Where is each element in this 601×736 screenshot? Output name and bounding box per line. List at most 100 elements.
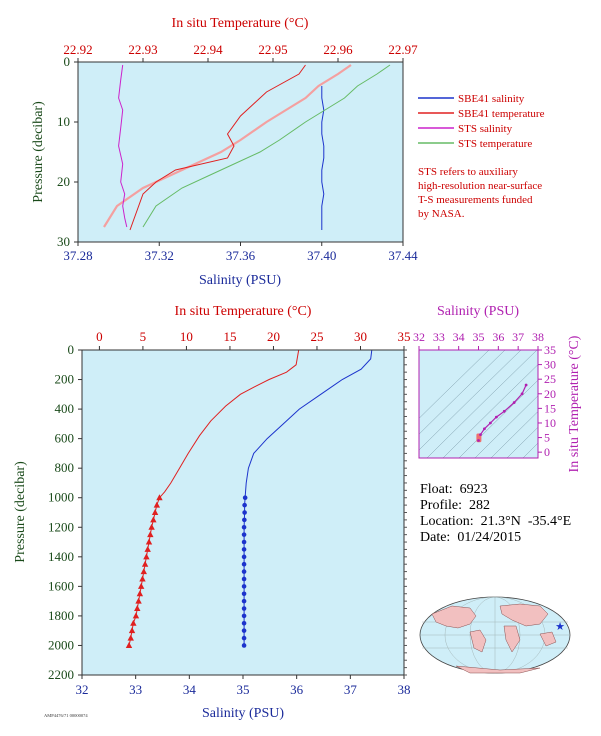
world-map: ★ bbox=[419, 596, 571, 674]
deep-y-tick-label: 1400 bbox=[48, 549, 74, 564]
deep-profile-chart: 0 5 10 15 20 25 30 35 32 33 34 35 36 37 38 0 200 400 600 80… bbox=[13, 304, 411, 721]
profile-number: Profile: 282 bbox=[420, 498, 490, 513]
deep-top-tick-label: 10 bbox=[180, 329, 193, 344]
surface-top-axis-title: In situ Temperature (°C) bbox=[172, 16, 309, 31]
deep-salinity-marker bbox=[242, 502, 247, 508]
legend-label: SBE41 temperature bbox=[458, 108, 545, 120]
legend-label: SBE41 salinity bbox=[458, 93, 525, 105]
surface-top-tick-label: 22.92 bbox=[63, 42, 92, 57]
ts-point bbox=[524, 383, 528, 387]
ts-density-contour bbox=[419, 350, 490, 419]
ts-point bbox=[489, 421, 492, 425]
deep-salinity-marker bbox=[241, 635, 247, 641]
deep-temperature-marker bbox=[145, 538, 153, 545]
deep-temperature-marker bbox=[125, 641, 133, 648]
float-location: Location: 21.3°N -35.4°E bbox=[420, 514, 572, 529]
deep-salinity-marker bbox=[241, 554, 247, 560]
ts-point bbox=[494, 415, 498, 419]
ts-point bbox=[520, 392, 524, 396]
surface-top-tick-label: 22.96 bbox=[323, 42, 353, 57]
float-location-marker: ★ bbox=[555, 621, 565, 633]
deep-salinity-marker bbox=[241, 569, 247, 574]
ts-right-tick-label: 30 bbox=[544, 358, 556, 372]
deep-temperature-marker bbox=[151, 509, 159, 515]
deep-y-tick-label: 1200 bbox=[48, 519, 74, 534]
deep-top-tick-label: 25 bbox=[310, 329, 323, 344]
deep-bottom-tick-label: 36 bbox=[290, 682, 304, 697]
ts-right-tick-label: 10 bbox=[544, 416, 556, 430]
deep-y-tick-label: 400 bbox=[55, 401, 75, 416]
deep-y-axis-title: Pressure (decibar) bbox=[13, 461, 28, 563]
deep-y-tick-label: 1600 bbox=[48, 578, 74, 593]
deep-top-axis-title: In situ Temperature (°C) bbox=[175, 304, 312, 319]
footer-stamp: AMP4476/71 00000074 bbox=[44, 713, 88, 718]
ts-density-contour bbox=[506, 426, 538, 458]
deep-salinity-marker bbox=[241, 620, 247, 626]
deep-temperature-marker bbox=[147, 531, 154, 538]
deep-temperature-marker bbox=[144, 545, 151, 552]
surface-legend: SBE41 salinity SBE41 temperature STS salin… bbox=[418, 93, 545, 150]
ts-top-tick-label: 32 bbox=[413, 330, 425, 344]
surface-top-tick-label: 22.97 bbox=[388, 42, 418, 57]
deep-y-tick-label: 600 bbox=[55, 431, 75, 446]
ts-density-contour bbox=[474, 395, 538, 458]
ts-right-tick-label: 25 bbox=[544, 372, 556, 386]
deep-salinity-marker bbox=[242, 517, 247, 523]
deep-y-tick-label: 200 bbox=[55, 372, 75, 387]
deep-bottom-tick-label: 35 bbox=[237, 682, 250, 697]
deep-salinity-marker bbox=[241, 539, 247, 545]
deep-top-tick-label: 30 bbox=[354, 329, 367, 344]
deep-temperature-marker bbox=[127, 634, 134, 641]
deep-top-tick-label: 20 bbox=[267, 329, 280, 344]
ts-density-contour bbox=[426, 350, 538, 458]
legend-label: STS salinity bbox=[458, 123, 513, 135]
ts-density-contour bbox=[419, 350, 522, 451]
ts-right-axis-title: In situ Temperature (°C) bbox=[567, 335, 582, 472]
surface-top-tick-label: 22.94 bbox=[193, 42, 223, 57]
deep-bottom-tick-label: 32 bbox=[76, 682, 89, 697]
deep-y-tick-label: 0 bbox=[68, 342, 75, 357]
sts-annotation-line-3: T-S measurements funded bbox=[418, 194, 533, 206]
deep-salinity-marker bbox=[241, 532, 247, 537]
ts-top-tick-label: 36 bbox=[492, 330, 504, 344]
deep-temperature-marker bbox=[156, 494, 163, 501]
deep-salinity-marker bbox=[241, 547, 247, 552]
deep-bottom-tick-label: 33 bbox=[129, 682, 142, 697]
ts-density-contour bbox=[490, 411, 538, 458]
deep-bottom-tick-label: 38 bbox=[398, 682, 411, 697]
surface-profile-chart: 22.92 22.93 22.94 22.95 22.96 22.97 37.28 37.32… bbox=[31, 16, 418, 288]
deep-y-tick-label: 2200 bbox=[48, 667, 74, 682]
surface-x-axis-title: Salinity (PSU) bbox=[199, 273, 281, 288]
ts-right-tick-label: 20 bbox=[544, 387, 556, 401]
deep-temperature-marker bbox=[150, 516, 157, 523]
deep-top-tick-label: 0 bbox=[96, 329, 103, 344]
ts-top-tick-label: 37 bbox=[512, 330, 524, 344]
deep-y-tick-label: 1800 bbox=[48, 608, 74, 623]
ts-right-tick-label: 35 bbox=[544, 343, 556, 357]
deep-temperature-marker bbox=[139, 575, 146, 582]
ts-right-tick-label: 0 bbox=[544, 445, 550, 459]
ts-density-contour bbox=[522, 442, 538, 458]
ts-point bbox=[477, 439, 480, 442]
surface-top-tick-label: 22.95 bbox=[258, 42, 287, 57]
sts-annotation: STS refers to auxiliary high-resolution … bbox=[418, 166, 542, 220]
ts-right-tick-label: 15 bbox=[544, 401, 556, 415]
deep-salinity-marker bbox=[241, 576, 247, 582]
deep-top-tick-label: 15 bbox=[223, 329, 236, 344]
surface-bottom-tick-label: 37.28 bbox=[63, 248, 92, 263]
surface-y-tick-label: 10 bbox=[57, 114, 70, 129]
deep-x-axis-title: Salinity (PSU) bbox=[202, 706, 284, 721]
deep-temperature-marker bbox=[137, 582, 145, 589]
sts-annotation-line-2: high-resolution near-surface bbox=[418, 180, 542, 192]
deep-salinity-marker bbox=[241, 598, 247, 604]
deep-temperature-marker bbox=[128, 627, 136, 634]
deep-salinity-marker bbox=[241, 561, 247, 567]
ts-point bbox=[502, 409, 506, 413]
ts-top-tick-label: 35 bbox=[473, 330, 485, 344]
ts-point bbox=[512, 401, 516, 404]
surface-top-tick-label: 22.93 bbox=[128, 42, 157, 57]
ts-density-contour bbox=[419, 350, 506, 435]
deep-salinity-marker bbox=[241, 606, 247, 611]
